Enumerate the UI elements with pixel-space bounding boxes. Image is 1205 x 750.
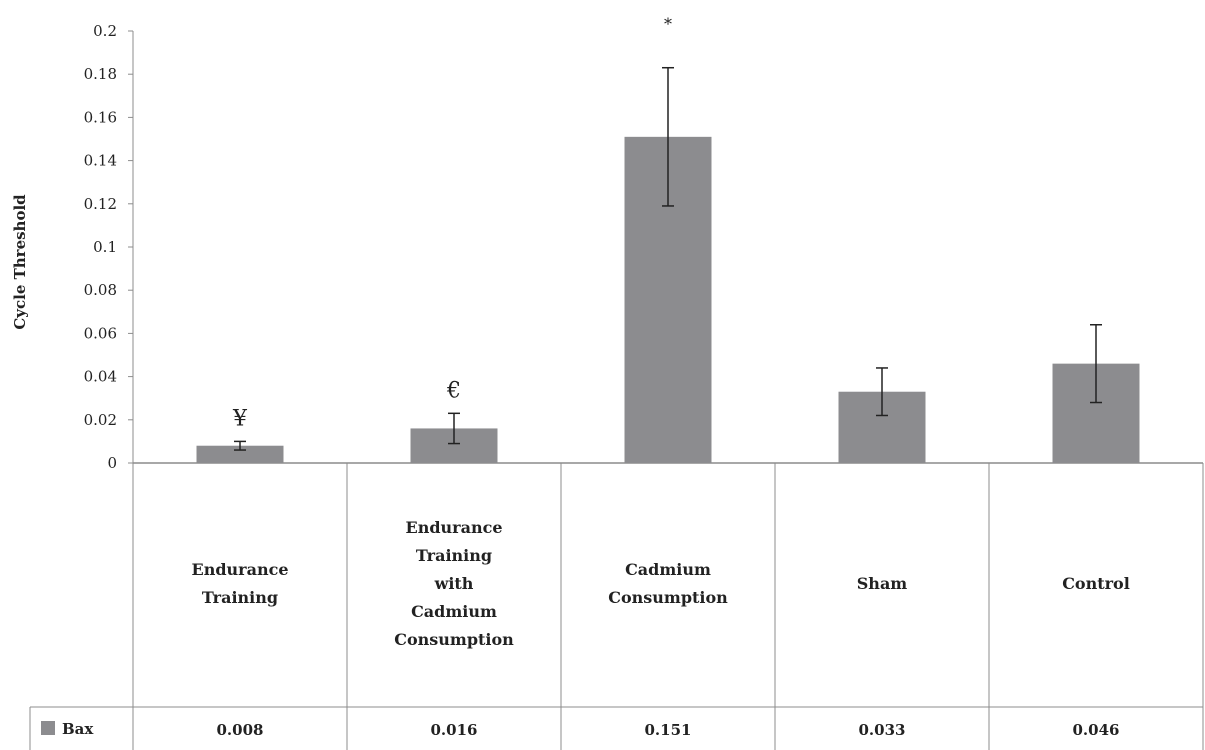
y-tick-label: 0.12 [84, 195, 117, 213]
y-tick-label: 0.06 [84, 324, 117, 342]
category-label: Consumption [394, 630, 514, 649]
y-tick-label: 0.2 [93, 22, 117, 40]
data-value-label: 0.033 [859, 721, 906, 739]
category-label: Cadmium [411, 602, 497, 621]
y-tick-label: 0.02 [84, 411, 117, 429]
y-axis-label: Cycle Threshold [11, 194, 29, 330]
y-tick-label: 0.04 [84, 368, 117, 386]
category-label: Consumption [608, 588, 728, 607]
category-label: Endurance [406, 518, 503, 537]
significance-marker: * [664, 15, 672, 34]
data-value-label: 0.008 [217, 721, 264, 739]
axes-group: 0 0.02 0.04 0.06 0.08 0.1 0.12 0.14 0.16 0.18 0.2 C… [11, 22, 1203, 750]
y-tick-label: 0.1 [93, 238, 117, 256]
legend-swatch [41, 721, 55, 735]
category-label: Control [1062, 574, 1130, 593]
y-tick-label: 0 [107, 454, 117, 472]
data-value-label: 0.151 [645, 721, 692, 739]
y-tick-label: 0.16 [84, 108, 117, 126]
data-value-label: 0.016 [431, 721, 478, 739]
category-label: with [434, 574, 474, 593]
error-bars-group [234, 66, 1102, 451]
category-label: Cadmium [625, 560, 711, 579]
y-tick-label: 0.18 [84, 65, 117, 83]
legend-label: Bax [62, 720, 94, 738]
significance-marker: ¥ [232, 406, 248, 431]
category-label: Endurance [192, 560, 289, 579]
annotations-group: ¥ € * [232, 15, 672, 432]
category-label: Training [416, 546, 492, 565]
data-table: Bax Endurance Training 0.008 Endurance Traini… [29, 463, 1204, 750]
category-label: Sham [857, 574, 908, 593]
significance-marker: € [446, 378, 461, 403]
category-label: Training [202, 588, 278, 607]
y-tick-label: 0.08 [84, 281, 117, 299]
data-value-label: 0.046 [1073, 721, 1120, 739]
bar [196, 445, 284, 463]
y-tick-label: 0.14 [84, 152, 117, 170]
